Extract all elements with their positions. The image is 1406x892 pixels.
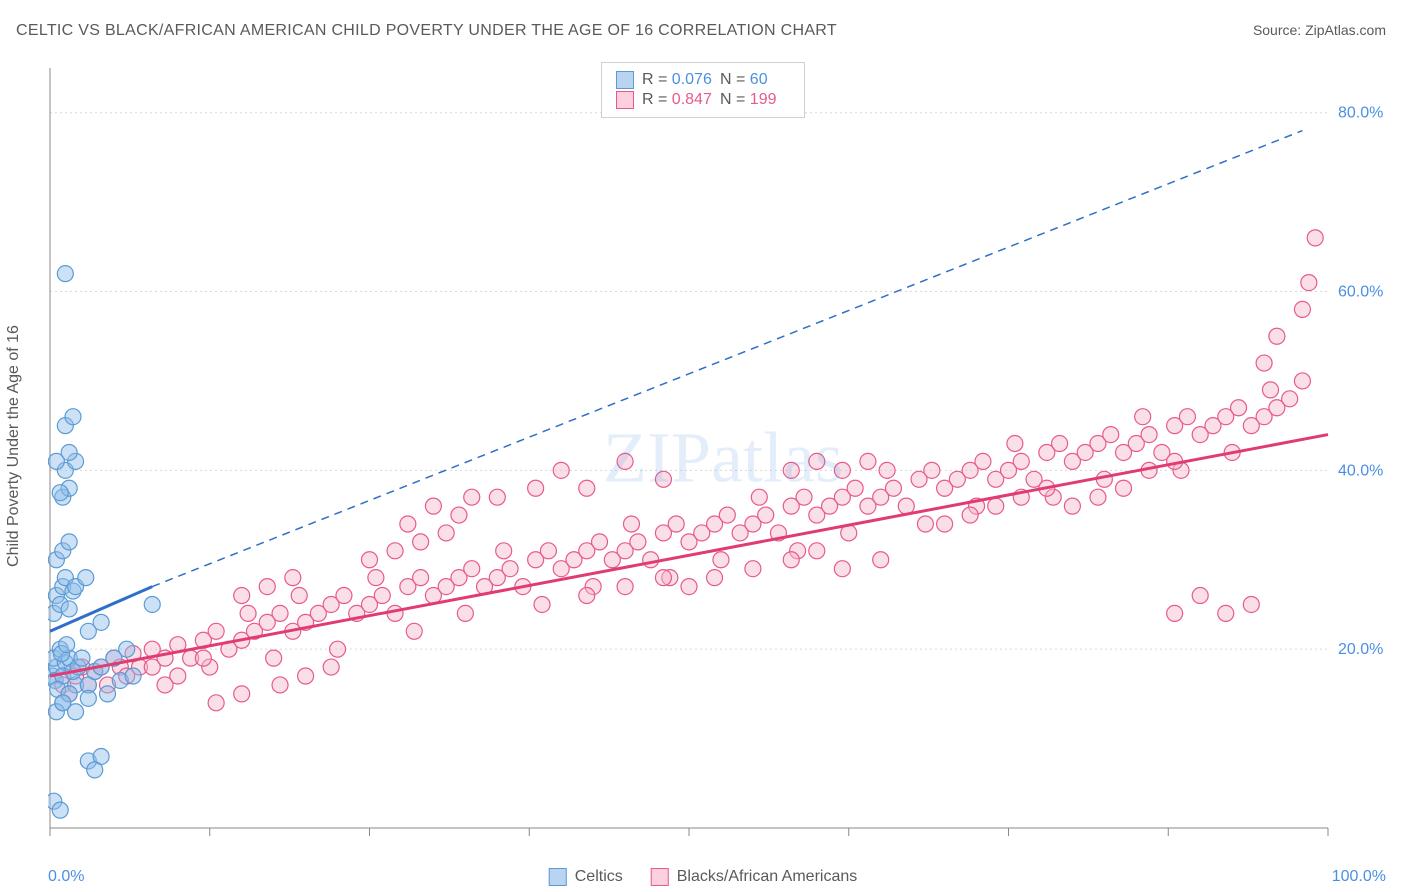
- legend-label-blacks: Blacks/African Americans: [677, 868, 858, 886]
- y-axis-label: Child Poverty Under the Age of 16: [5, 325, 23, 567]
- source-link[interactable]: ZipAtlas.com: [1305, 22, 1386, 38]
- chart-plot-area: 20.0%40.0%60.0%80.0% ZIPatlas: [48, 58, 1398, 858]
- n-value-blue: 60: [750, 71, 768, 88]
- x-axis-max-label: 100.0%: [1332, 868, 1386, 886]
- svg-text:40.0%: 40.0%: [1338, 462, 1383, 479]
- legend-stats: R = 0.076 N = 60 R = 0.847 N = 199: [601, 62, 805, 118]
- legend-label-celtics: Celtics: [575, 868, 623, 886]
- n-label: N =: [720, 71, 745, 88]
- source-attribution: Source: ZipAtlas.com: [1253, 22, 1386, 38]
- svg-text:60.0%: 60.0%: [1338, 284, 1383, 301]
- svg-text:80.0%: 80.0%: [1338, 105, 1383, 122]
- x-axis-min-label: 0.0%: [48, 868, 84, 886]
- chart-svg: 20.0% 40.0% 60.0% 80.0%: [48, 58, 1398, 858]
- legend-swatch-celtics: [549, 868, 567, 886]
- legend-stats-row-1: R = 0.076 N = 60: [616, 71, 790, 89]
- legend-swatch-blacks: [651, 868, 669, 886]
- legend-series: Celtics Blacks/African Americans: [549, 868, 858, 886]
- n-value-pink: 199: [750, 91, 777, 108]
- r-value-blue: 0.076: [672, 71, 712, 88]
- chart-title: CELTIC VS BLACK/AFRICAN AMERICAN CHILD P…: [16, 22, 837, 40]
- r-value-pink: 0.847: [672, 91, 712, 108]
- legend-item-celtics: Celtics: [549, 868, 623, 886]
- legend-item-blacks: Blacks/African Americans: [651, 868, 858, 886]
- svg-text:20.0%: 20.0%: [1338, 641, 1383, 658]
- legend-swatch-blue: [616, 71, 634, 89]
- source-label: Source:: [1253, 22, 1305, 38]
- n-label: N =: [720, 91, 745, 108]
- legend-stats-row-2: R = 0.847 N = 199: [616, 91, 790, 109]
- r-label: R =: [642, 71, 667, 88]
- r-label: R =: [642, 91, 667, 108]
- legend-swatch-pink: [616, 91, 634, 109]
